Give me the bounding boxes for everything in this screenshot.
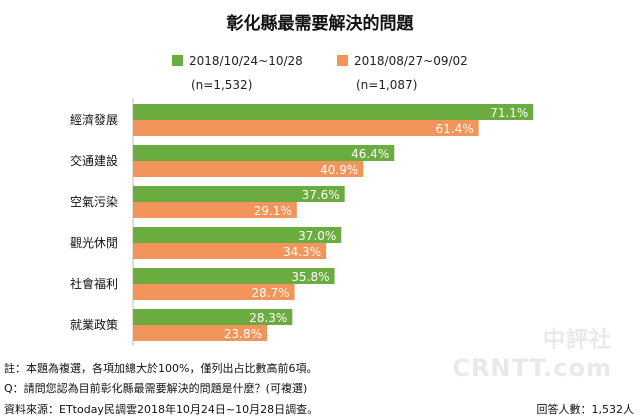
legend-swatch-series-1	[172, 55, 183, 66]
data-label-series-1: 37.6%	[302, 188, 340, 202]
category-label: 就業政策	[70, 318, 118, 332]
data-label-series-1: 71.1%	[490, 106, 528, 120]
bar-series-1	[133, 309, 293, 325]
data-label-series-2: 61.4%	[436, 122, 474, 136]
category-label: 經濟發展	[70, 112, 118, 127]
bar-series-2	[133, 161, 364, 177]
legend-sample-series-2: (n=1,087)	[356, 78, 417, 92]
bar-series-2	[133, 284, 295, 300]
data-label-series-1: 37.0%	[298, 229, 336, 243]
chart-title: 彰化縣最需要解決的問題	[227, 13, 415, 34]
bar-series-1	[133, 227, 342, 243]
bar-series-1	[133, 186, 345, 202]
legend-sample-series-1: (n=1,532)	[191, 78, 252, 92]
bars-group: 經濟發展 71.1% 61.4% 交通建設 46.4% 40.9% 空氣污染 37.6% 29.…	[70, 104, 534, 341]
category-label: 觀光休閒	[70, 236, 118, 250]
data-label-series-2: 29.1%	[254, 204, 292, 218]
legend-swatch-series-2	[337, 55, 348, 66]
bar-series-1	[133, 145, 395, 161]
footnote-question: Q：請問您認為目前彰化縣最需要解決的問題是什麼？(可複選)	[4, 382, 308, 395]
bar-series-1	[133, 104, 534, 120]
data-label-series-2: 28.7%	[251, 286, 289, 300]
bar-series-1	[133, 268, 335, 284]
data-label-series-2: 23.8%	[224, 327, 262, 341]
watermark-site: CRNTT.com	[452, 354, 612, 382]
data-label-series-1: 35.8%	[291, 270, 329, 284]
legend-label-series-2: 2018/08/27~09/02	[354, 54, 468, 68]
watermark-logo: 中評社	[542, 328, 612, 353]
category-label: 交通建設	[70, 153, 118, 168]
data-label-series-2: 40.9%	[320, 163, 358, 177]
data-label-series-1: 28.3%	[249, 311, 287, 325]
bar-series-2	[133, 120, 479, 136]
footnote-respondents: 回答人數：1,532人	[536, 403, 635, 416]
category-label: 空氣污染	[70, 194, 118, 209]
legend: 2018/10/24~10/28 (n=1,532) 2018/08/27~09…	[172, 54, 468, 92]
bar-series-2	[133, 243, 327, 259]
data-label-series-2: 34.3%	[283, 245, 321, 259]
bar-series-2	[133, 325, 267, 341]
data-label-series-1: 46.4%	[351, 147, 389, 161]
bar-series-2	[133, 202, 297, 218]
legend-label-series-1: 2018/10/24~10/28	[189, 54, 303, 68]
footnote-note: 註：本題為複選，各項加總大於100%，僅列出占比數高前6項。	[4, 362, 318, 375]
footnote-source: 資料來源：ETtoday民調雲2018年10月24日~10月28日調查。	[4, 403, 319, 416]
category-label: 社會福利	[70, 276, 118, 291]
